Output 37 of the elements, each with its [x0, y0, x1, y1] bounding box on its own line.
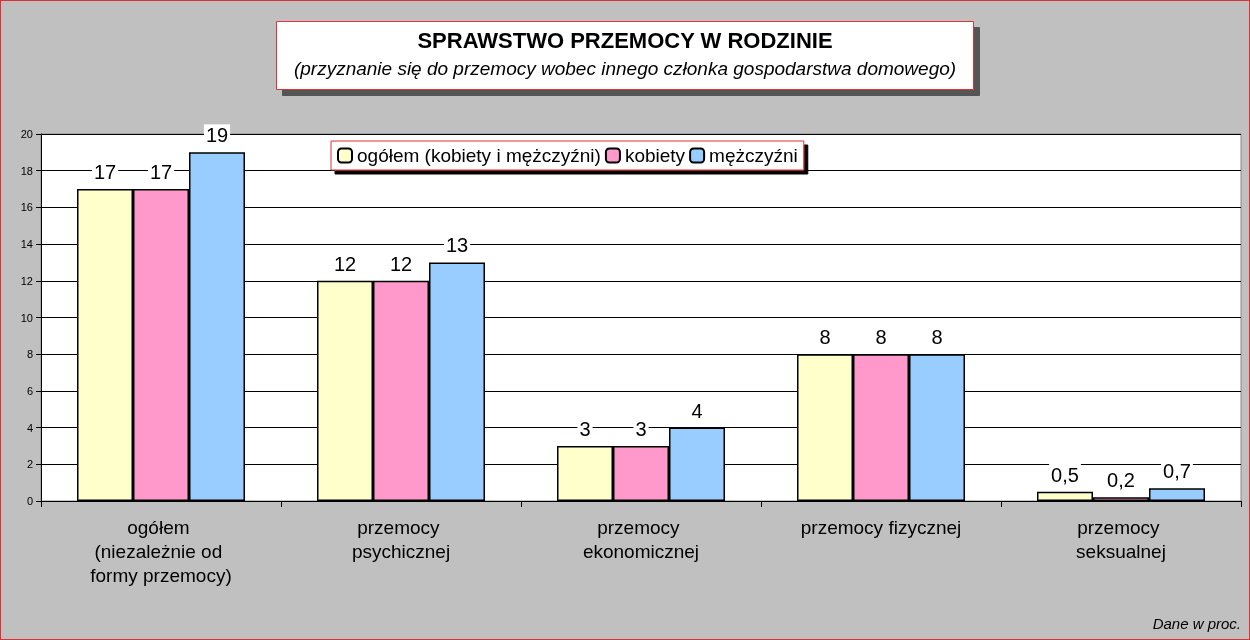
- legend-label: kobiety: [624, 145, 686, 166]
- x-tick-label: przemocy seksualnej: [1076, 516, 1166, 562]
- data-label: 19: [205, 124, 229, 147]
- legend-label: ogółem (kobiety i mężczyźni): [357, 145, 601, 166]
- y-tick-label: 16: [20, 201, 33, 214]
- data-label: 0,7: [1163, 460, 1191, 483]
- data-label: 8: [875, 326, 887, 349]
- y-tick-label: 14: [20, 238, 33, 251]
- x-tick-label: przemocy fizycznej: [800, 516, 962, 538]
- data-label: 8: [819, 326, 831, 349]
- data-label: 3: [635, 417, 647, 440]
- data-label: 17: [149, 161, 173, 184]
- x-tick-label: ogółem (niezależnie od formy przemocy): [90, 516, 232, 586]
- data-label: 0,5: [1051, 463, 1079, 486]
- data-label: 17: [93, 161, 117, 184]
- data-label: 12: [333, 252, 357, 275]
- y-tick-label: 2: [26, 458, 33, 471]
- chart-subtitle: (przyznanie się do przemocy wobec innego członka gospodarstwa domowego): [293, 58, 957, 79]
- x-tick-label: przemocy psychicznej: [351, 516, 451, 562]
- text: Dane w proc.: [1152, 615, 1241, 632]
- y-tick-label: 8: [26, 348, 33, 361]
- x-tick-label: przemocy ekonomicznej: [582, 516, 700, 562]
- y-tick-label: 6: [26, 384, 33, 397]
- legend-label: mężczyźni: [709, 145, 798, 166]
- data-label: 12: [389, 252, 413, 275]
- data-label: 4: [691, 399, 703, 422]
- data-label: 13: [445, 234, 469, 257]
- y-tick-label: 4: [26, 421, 33, 434]
- data-label: 3: [579, 417, 591, 440]
- chart-title: SPRAWSTWO PRZEMOCY W RODZINIE: [417, 27, 833, 53]
- y-tick-label: 10: [20, 311, 33, 324]
- y-tick-label: 0: [26, 495, 33, 507]
- y-tick-label: 20: [20, 128, 33, 140]
- data-label: 8: [931, 326, 943, 349]
- y-tick-label: 18: [20, 164, 33, 177]
- y-tick-label: 12: [20, 274, 33, 287]
- data-label: 0,2: [1107, 469, 1135, 492]
